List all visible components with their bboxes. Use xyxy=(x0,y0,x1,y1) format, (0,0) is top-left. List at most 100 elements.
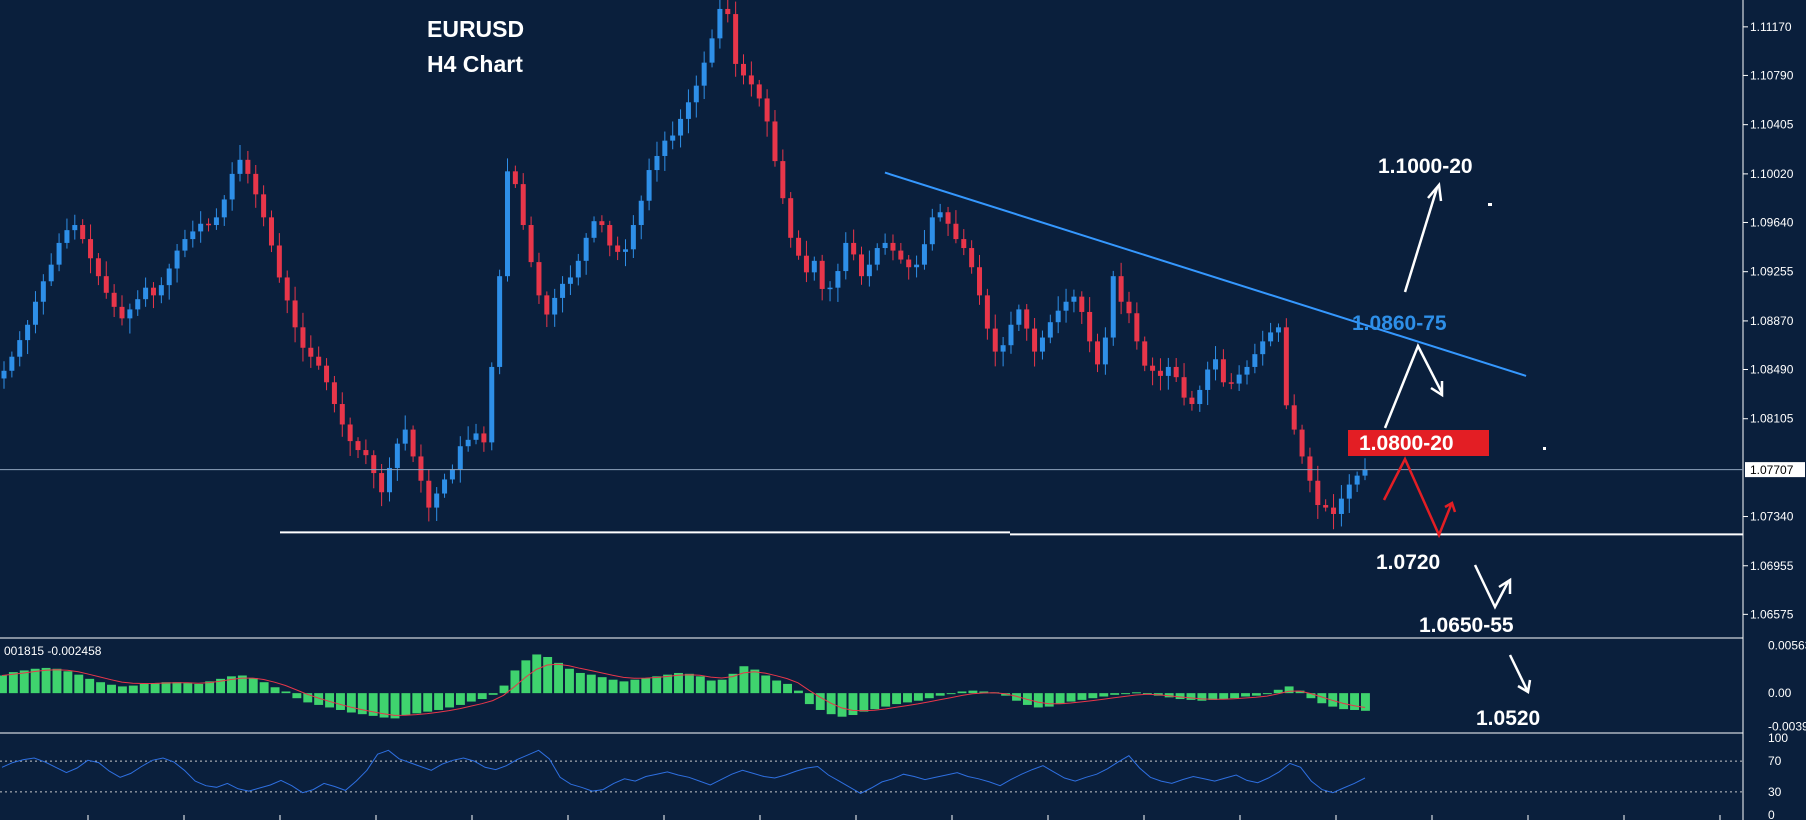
candle-body xyxy=(80,225,86,240)
rsi-tick-label: 0 xyxy=(1768,808,1775,820)
macd-bar xyxy=(903,693,912,703)
macd-bar xyxy=(107,684,116,694)
macd-bar xyxy=(859,693,869,712)
candle-body xyxy=(1142,341,1148,366)
candle-body xyxy=(560,283,566,298)
candle-body xyxy=(882,242,888,249)
macd-bar xyxy=(30,668,40,694)
candle-body xyxy=(1039,337,1045,352)
candle-body xyxy=(237,159,243,174)
macd-bar xyxy=(892,693,902,705)
candle-body xyxy=(426,480,432,508)
candle-body xyxy=(992,328,998,352)
candle-body xyxy=(772,121,778,162)
candle-body xyxy=(25,324,31,341)
macd-bar xyxy=(793,690,803,694)
macd-bar xyxy=(1350,693,1359,710)
macd-bar xyxy=(434,693,444,710)
macd-bar xyxy=(466,693,476,702)
candle-body xyxy=(898,250,904,260)
candle-body xyxy=(40,281,46,302)
candle-body xyxy=(1213,359,1219,370)
candle-body xyxy=(1338,498,1344,514)
candle-body xyxy=(206,223,212,226)
macd-bar xyxy=(85,678,95,694)
price-tick-label: 1.07340 xyxy=(1750,510,1794,524)
macd-bar xyxy=(1044,693,1054,707)
macd-bar xyxy=(401,693,411,716)
candle-body xyxy=(615,245,621,252)
macd-bar xyxy=(19,670,29,694)
candles xyxy=(1,0,1368,530)
candle-body xyxy=(213,217,219,226)
candle-body xyxy=(308,347,314,357)
candle-body xyxy=(520,184,526,226)
macd-bar xyxy=(728,673,738,694)
macd-bar xyxy=(935,693,945,696)
arrow-1086-head xyxy=(1430,381,1444,398)
candle-body xyxy=(32,301,38,325)
candle-body xyxy=(1071,296,1077,302)
candle-body xyxy=(1307,456,1313,481)
candle-body xyxy=(851,242,857,255)
arrow-to-1052 xyxy=(1508,654,1529,691)
macd-bar xyxy=(1001,693,1011,696)
candle-body xyxy=(1268,332,1274,342)
candle-body xyxy=(1315,480,1321,506)
macd-bar xyxy=(1012,693,1021,701)
candle-body xyxy=(339,404,345,425)
macd-axis-ticks: 0.005636 0.00 -0.003941 xyxy=(1768,639,1806,734)
candle-body xyxy=(685,102,691,119)
candle-body xyxy=(418,456,424,481)
candle-body xyxy=(394,443,400,468)
candle-body xyxy=(874,248,880,265)
projection-arrow-red xyxy=(1382,456,1457,539)
candle-body xyxy=(17,340,23,357)
candle-body xyxy=(678,118,684,136)
candle-body xyxy=(64,230,70,243)
candle-body xyxy=(1063,301,1069,311)
rsi-line xyxy=(1,749,1366,794)
macd-bar xyxy=(684,673,694,694)
candle-body xyxy=(843,242,849,272)
macd-bar xyxy=(881,693,891,707)
candle-body xyxy=(1165,366,1171,376)
macd-bar xyxy=(783,683,792,694)
macd-bar xyxy=(543,656,553,694)
candle-body xyxy=(504,171,510,277)
price-axis-ticks: 1.11170 1.10790 1.10405 1.10020 1.09640 1.092… xyxy=(1743,20,1794,621)
macd-bar xyxy=(1219,693,1229,700)
macd-bar xyxy=(499,685,509,694)
candle-body xyxy=(1323,505,1329,508)
candle-body xyxy=(1087,311,1093,342)
candle-body xyxy=(182,239,188,251)
candle-body xyxy=(1354,475,1360,485)
current-price-label: 1.07707 xyxy=(1750,463,1794,477)
target-1065: 1.0650-55 xyxy=(1419,614,1514,637)
candle-body xyxy=(591,221,597,238)
arrow-up-1100 xyxy=(1403,187,1439,293)
macd-bar xyxy=(1273,689,1283,694)
candle-body xyxy=(1346,484,1352,499)
candle-body xyxy=(725,8,731,15)
candle-body xyxy=(984,295,990,329)
candle-body xyxy=(1189,397,1195,405)
candle-body xyxy=(945,212,951,224)
macd-bar xyxy=(1055,693,1065,705)
candle-body xyxy=(1055,310,1061,323)
macd-bar xyxy=(586,674,596,694)
macd-bar xyxy=(248,678,258,694)
candle-body xyxy=(921,244,927,265)
candle-body xyxy=(764,98,770,122)
macd-bar xyxy=(292,693,302,699)
candle-body xyxy=(528,225,534,263)
macd-bar xyxy=(1306,693,1316,699)
macd-bar xyxy=(346,693,356,713)
price-tick-label: 1.10790 xyxy=(1750,68,1794,82)
arrow-red-path xyxy=(1382,456,1453,539)
macd-bar xyxy=(695,676,705,694)
macd-bar xyxy=(63,671,73,694)
candle-body xyxy=(1275,327,1281,333)
candle-body xyxy=(929,217,935,245)
